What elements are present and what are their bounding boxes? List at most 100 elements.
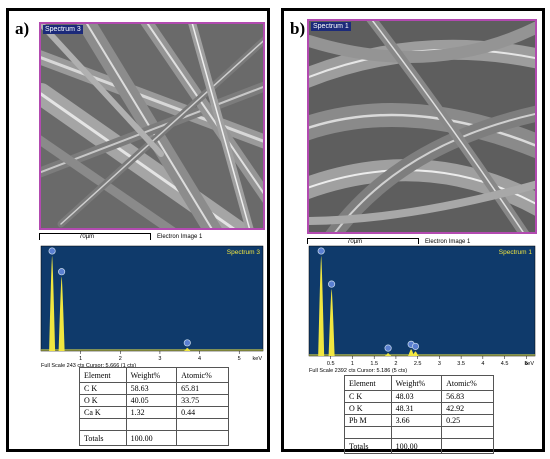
table-cell: 58.63 [125, 382, 178, 395]
x-tick-label: 3.5 [457, 361, 465, 367]
scale-row: 70µm Electron Image 1 [307, 236, 537, 248]
spectrum-peak [412, 351, 419, 356]
peak-marker [48, 247, 56, 255]
table-cell [441, 438, 494, 454]
table-totals-row: Totals 100.00 [79, 430, 229, 446]
table-cell: 48.03 [390, 390, 443, 403]
spectrum-peak [58, 276, 65, 351]
table-cell [344, 426, 392, 439]
table-cell: 33.75 [176, 394, 229, 407]
eds-spectrum: Spectrum 3 1 2 3 4 5 keV Full Scale 243 cts Cur… [39, 244, 265, 369]
x-tick-label: 2.5 [414, 361, 422, 367]
table-cell: Pb M [344, 414, 392, 427]
spectrum-peak [49, 256, 56, 351]
table-cell: 1.32 [125, 406, 178, 419]
eds-spectrum: Spectrum 1 0.5 1 1.5 2 2.5 3 3.5 4 4.5 5 keV Full Sc… [307, 244, 537, 374]
peak-marker [317, 247, 325, 255]
scale-bar [39, 233, 151, 240]
spectrum-peak [328, 289, 335, 356]
spectrum-tag: Spectrum 1 [311, 22, 351, 31]
x-tick-label: 1 [351, 361, 354, 367]
sem-micrograph: Spectrum 3 [39, 22, 265, 230]
scale-bar [307, 238, 419, 245]
table-header: Element Weight% Atomic% [344, 375, 494, 391]
plot-area [40, 245, 264, 352]
table-header-cell: Weight% [125, 367, 178, 383]
scale-label: 70µm [79, 234, 95, 240]
x-tick-label: 4 [481, 361, 484, 367]
panel-a: a) Spectrum 3 [6, 8, 270, 452]
table-cell: C K [79, 382, 127, 395]
x-tick-label: 4.5 [501, 361, 509, 367]
x-axis-label: keV [525, 361, 535, 367]
table-cell: 3.66 [390, 414, 443, 427]
table-cell [176, 418, 229, 431]
table-cell: 100.00 [125, 430, 178, 446]
table-cell [176, 430, 229, 446]
table-cell [79, 418, 127, 431]
spectrum-footer: Full Scale 243 cts Cursor: 5.666 (1 cts) [41, 363, 136, 369]
table-totals-row: Totals 100.00 [344, 438, 494, 454]
scale-row: 70µm Electron Image 1 [39, 231, 265, 243]
table-cell: Totals [79, 430, 127, 446]
table-cell: O K [79, 394, 127, 407]
table-cell: Totals [344, 438, 392, 454]
spectrum-footer: Full Scale 2392 cts Cursor: 5.186 (5 cts… [309, 368, 407, 374]
x-tick-label: 2 [394, 361, 397, 367]
panel-letter: a) [15, 19, 30, 38]
table-row [344, 426, 494, 439]
table-header-cell: Weight% [390, 375, 443, 391]
x-tick-label: 2 [119, 356, 122, 362]
peak-marker [384, 344, 392, 352]
table-row: O K 48.31 42.92 [344, 402, 494, 415]
table-header-cell: Atomic% [176, 367, 229, 383]
table-cell: 40.05 [125, 394, 178, 407]
table-header-cell: Element [79, 367, 127, 383]
spectrum-title: Spectrum 3 [227, 249, 261, 256]
table-cell: 42.92 [441, 402, 494, 415]
x-tick-label: 5 [525, 361, 528, 367]
composition-table-wrap: Element Weight% Atomic% C K 48.03 56.83 … [344, 375, 494, 454]
peak-marker [411, 342, 420, 350]
x-tick-label: 1.5 [370, 361, 378, 367]
table-cell: 48.31 [390, 402, 443, 415]
spectrum-peak [408, 349, 415, 356]
table-cell [441, 426, 494, 439]
plot-area [308, 245, 536, 357]
table-row: Pb M 3.66 0.25 [344, 414, 494, 427]
table-cell: 100.00 [390, 438, 443, 454]
table-cell [125, 418, 178, 431]
spectrum-tag: Spectrum 3 [43, 25, 83, 34]
spectrum-title: Spectrum 1 [499, 249, 533, 256]
table-cell: O K [344, 402, 392, 415]
peak-marker [328, 280, 336, 288]
fiber-texture [309, 21, 535, 232]
x-tick-label: 3 [158, 356, 161, 362]
table-header-cell: Element [344, 375, 392, 391]
table-cell: C K [344, 390, 392, 403]
table-row: C K 58.63 65.81 [79, 382, 229, 395]
table-cell: 0.44 [176, 406, 229, 419]
image-caption: Electron Image 1 [425, 239, 471, 245]
image-caption: Electron Image 1 [157, 234, 203, 240]
peak-marker [58, 268, 66, 276]
panel-letter: b) [290, 19, 306, 38]
table-cell: 0.25 [441, 414, 494, 427]
x-tick-label: 5 [238, 356, 241, 362]
scale-label: 70µm [347, 239, 363, 245]
composition-table-wrap: Element Weight% Atomic% C K 58.63 65.81 … [79, 367, 229, 446]
spectrum-chart: Spectrum 3 1 2 3 4 5 keV Full Scale 243 cts Cur… [39, 244, 265, 369]
table-row: Ca K 1.32 0.44 [79, 406, 229, 419]
table-header: Element Weight% Atomic% [79, 367, 229, 383]
peak-marker [183, 339, 191, 347]
x-tick-label: 3 [438, 361, 441, 367]
table-cell: Ca K [79, 406, 127, 419]
table-cell: 65.81 [176, 382, 229, 395]
table-cell: 56.83 [441, 390, 494, 403]
x-tick-label: 4 [198, 356, 201, 362]
composition-table: Element Weight% Atomic% C K 48.03 56.83 … [344, 375, 494, 454]
fiber-texture [41, 24, 263, 228]
x-tick-label: 1 [79, 356, 82, 362]
table-row: C K 48.03 56.83 [344, 390, 494, 403]
